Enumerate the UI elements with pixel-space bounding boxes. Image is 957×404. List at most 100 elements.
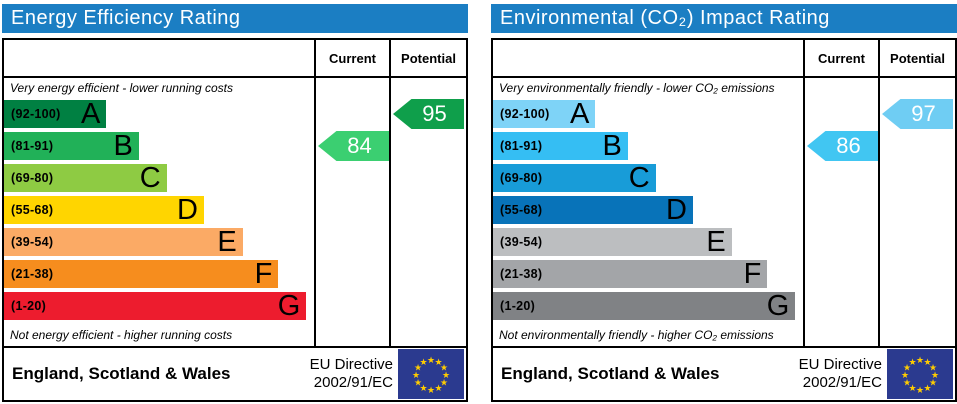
band-c: (69-80) C (4, 162, 167, 194)
band-rows: (92-100) A (81-91) B (69-80) C (55-68) D (39… (493, 100, 803, 324)
bottom-caption: Not environmentally friendly - higher CO… (499, 328, 774, 342)
svg-text:★: ★ (427, 386, 435, 396)
eu-directive-label: EU Directive 2002/91/EC (799, 356, 887, 391)
panel-title: Environmental (CO₂) Impact Rating (491, 4, 957, 33)
svg-text:★: ★ (440, 364, 448, 374)
current-rating-arrow: 86 (807, 131, 878, 161)
band-range: (69-80) (500, 171, 543, 185)
band-range: (21-38) (500, 267, 543, 281)
svg-text:★: ★ (434, 384, 442, 394)
potential-value-column: 95 (391, 78, 466, 346)
band-e: (39-54) E (493, 226, 732, 258)
svg-text:★: ★ (419, 384, 427, 394)
band-g: (1-20) G (4, 290, 307, 322)
band-d: (55-68) D (4, 196, 204, 225)
band-range: (92-100) (500, 107, 550, 121)
band-a: (92-100) A (4, 98, 107, 130)
region-label: England, Scotland & Wales (501, 364, 720, 383)
svg-text:★: ★ (929, 379, 937, 389)
table-body: Very energy efficient - lower running co… (4, 78, 466, 346)
svg-text:★: ★ (923, 384, 931, 394)
band-f: (21-38) F (4, 258, 279, 290)
eu-directive-line1: EU Directive (309, 356, 393, 374)
header-spacer (4, 40, 316, 76)
current-rating-arrow: 84 (318, 131, 389, 161)
eu-directive-line1: EU Directive (798, 356, 882, 374)
bottom-caption: Not energy efficient - higher running co… (10, 328, 233, 342)
potential-value-column: 97 (880, 78, 955, 346)
svg-text:★: ★ (901, 371, 909, 381)
table-footer: England, Scotland & Wales EU Directive 2… (4, 346, 466, 400)
potential-rating-value: 97 (911, 101, 936, 126)
svg-text:★: ★ (903, 379, 911, 389)
top-caption: Very energy efficient - lower running co… (10, 81, 233, 95)
band-letter: C (628, 162, 650, 194)
band-letter: A (80, 98, 101, 130)
svg-text:★: ★ (916, 386, 924, 396)
svg-text:★: ★ (916, 356, 924, 366)
svg-text:★: ★ (440, 379, 448, 389)
svg-text:★: ★ (419, 358, 427, 368)
current-rating-value: 84 (347, 133, 372, 158)
band-g: (1-20) G (493, 290, 796, 322)
region-label: England, Scotland & Wales (12, 364, 231, 383)
table-body: Very environmentally friendly - lower CO… (493, 78, 955, 346)
rating-table: Current Potential Very environmentally f… (491, 38, 957, 402)
current-value-column: 84 (316, 78, 391, 346)
band-range: (81-91) (11, 139, 54, 153)
band-range: (39-54) (11, 235, 54, 249)
current-column-header: Current (805, 40, 880, 76)
table-footer: England, Scotland & Wales EU Directive 2… (493, 346, 955, 400)
band-b: (81-91) B (4, 132, 139, 161)
band-range: (1-20) (500, 299, 536, 313)
svg-text:★: ★ (442, 371, 450, 381)
current-rating-value: 86 (836, 133, 861, 158)
svg-text:★: ★ (923, 358, 931, 368)
potential-rating-value: 95 (422, 101, 447, 126)
band-letter: C (139, 162, 161, 194)
potential-column-header: Potential (401, 50, 456, 66)
panel-title: Energy Efficiency Rating (2, 4, 468, 33)
bands-column: Very energy efficient - lower running co… (4, 78, 316, 346)
eu-directive-label: EU Directive 2002/91/EC (310, 356, 398, 391)
potential-column-header: Potential (890, 50, 945, 66)
svg-text:★: ★ (903, 364, 911, 374)
svg-text:★: ★ (412, 371, 420, 381)
band-range: (81-91) (500, 139, 543, 153)
band-rows: (92-100) A (81-91) B (69-80) C (55-68) D (39… (4, 100, 314, 324)
eu-flag-icon: ★ ★★ ★★★ ★★★ ★★★ (887, 349, 953, 399)
rating-table: Current Potential Very energy efficient … (2, 38, 468, 402)
band-letter: D (665, 194, 687, 226)
band-range: (39-54) (500, 235, 543, 249)
band-e: (39-54) E (4, 226, 243, 258)
band-range: (92-100) (11, 107, 61, 121)
band-letter: F (254, 258, 273, 290)
band-letter: E (706, 226, 726, 258)
current-column-header: Current (316, 40, 391, 76)
eu-directive-line2: 2002/91/EC (802, 374, 882, 391)
band-letter: A (569, 98, 590, 130)
band-range: (1-20) (11, 299, 47, 313)
band-range: (55-68) (500, 203, 543, 217)
svg-text:★: ★ (434, 358, 442, 368)
band-range: (55-68) (11, 203, 54, 217)
band-letter: F (743, 258, 762, 290)
svg-text:★: ★ (414, 364, 422, 374)
band-range: (21-38) (11, 267, 54, 281)
band-b: (81-91) B (493, 130, 628, 162)
svg-text:★: ★ (908, 384, 916, 394)
table-header: Current Potential (493, 40, 955, 78)
svg-text:★: ★ (427, 356, 435, 366)
table-header: Current Potential (4, 40, 466, 78)
band-letter: G (277, 290, 301, 322)
potential-rating-arrow: 95 (393, 99, 464, 129)
svg-text:★: ★ (929, 364, 937, 374)
svg-text:★: ★ (931, 371, 939, 381)
band-letter: E (217, 226, 237, 258)
potential-rating-arrow: 97 (882, 99, 953, 129)
band-letter: B (602, 130, 622, 162)
band-a: (92-100) A (493, 98, 596, 130)
band-letter: G (766, 290, 790, 322)
eu-directive-line2: 2002/91/EC (313, 374, 393, 391)
